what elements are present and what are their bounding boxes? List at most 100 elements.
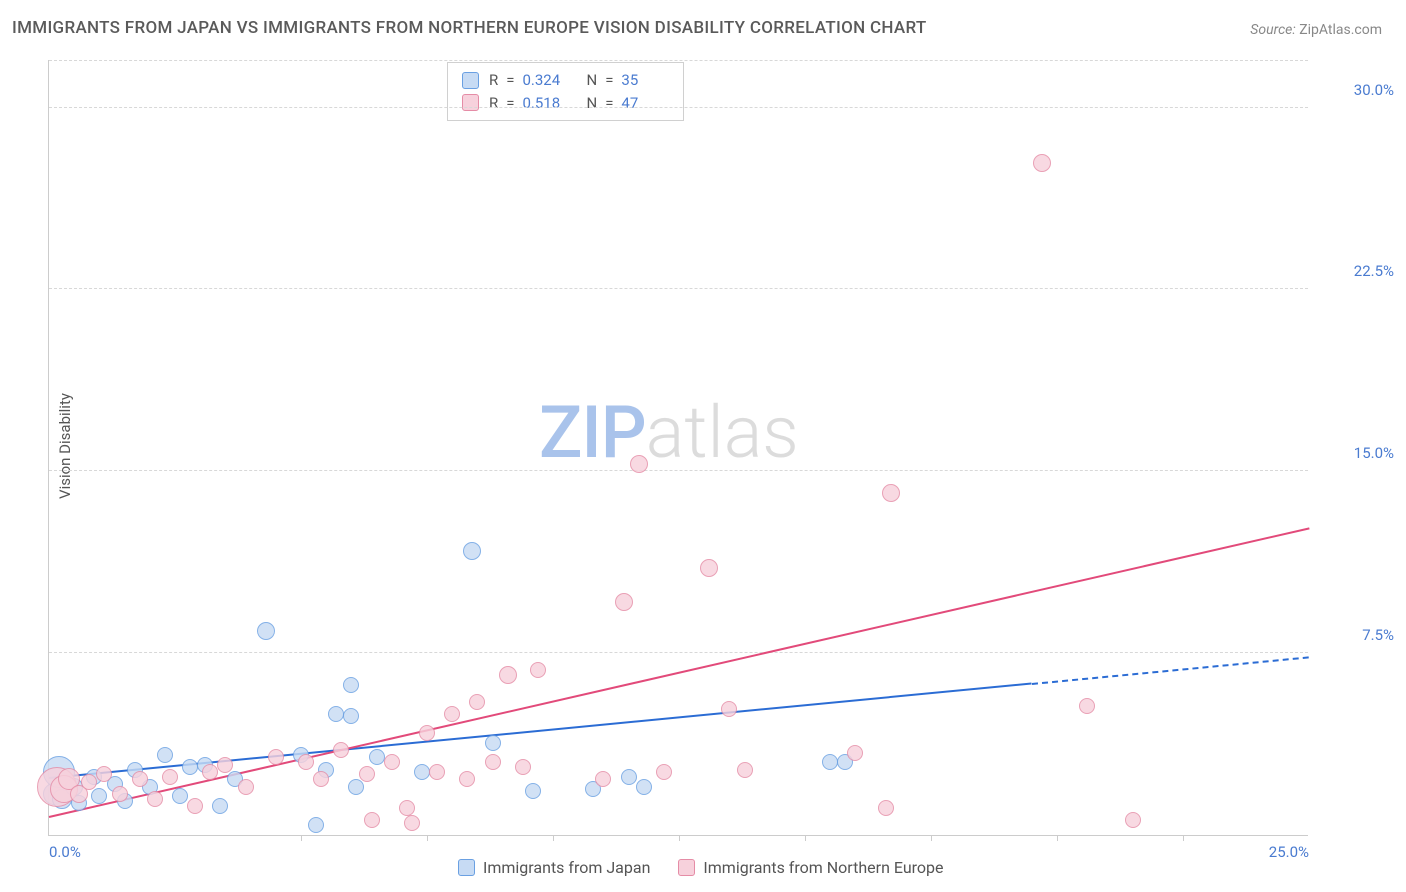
scatter-point <box>364 812 380 828</box>
legend-item: Immigrants from Northern Europe <box>678 858 943 877</box>
equals: = <box>506 69 514 92</box>
legend-label: Immigrants from Northern Europe <box>703 858 943 877</box>
scatter-point <box>172 788 188 804</box>
x-tick-mark <box>931 835 932 841</box>
stat-r-label: R <box>489 69 498 92</box>
stat-r-value: 0.518 <box>522 92 570 115</box>
trend-line <box>1032 656 1309 685</box>
stat-r-value: 0.324 <box>522 69 570 92</box>
scatter-point <box>404 815 420 831</box>
scatter-point <box>147 791 163 807</box>
y-tick-label: 7.5% <box>1314 626 1394 644</box>
scatter-point <box>515 759 531 775</box>
gridline-h <box>49 60 1308 61</box>
gridline-h <box>49 470 1308 471</box>
scatter-point <box>268 749 284 765</box>
scatter-point <box>328 706 344 722</box>
scatter-point <box>212 798 228 814</box>
stat-r-label: R <box>489 92 498 115</box>
scatter-point <box>112 786 128 802</box>
stats-legend-row: R = 0.324 N = 35 <box>462 69 669 92</box>
scatter-point <box>525 783 541 799</box>
scatter-point <box>81 774 97 790</box>
y-tick-label: 15.0% <box>1314 444 1394 462</box>
scatter-point <box>313 771 329 787</box>
scatter-point <box>257 622 275 640</box>
x-tick-mark <box>301 835 302 841</box>
scatter-point <box>384 754 400 770</box>
scatter-point <box>721 701 737 717</box>
scatter-point <box>530 662 546 678</box>
scatter-point <box>96 766 112 782</box>
scatter-point <box>308 817 324 833</box>
gridline-h <box>49 652 1308 653</box>
scatter-point <box>463 542 481 560</box>
scatter-point <box>656 764 672 780</box>
x-tick-label: 25.0% <box>1269 843 1309 861</box>
legend-swatch <box>458 859 475 876</box>
stat-n-label: N <box>586 92 597 115</box>
scatter-point <box>700 559 718 577</box>
x-tick-mark <box>1183 835 1184 841</box>
scatter-point <box>91 788 107 804</box>
source-label: Source: <box>1250 22 1295 38</box>
watermark: ZIPatlas <box>539 390 799 475</box>
legend-label: Immigrants from Japan <box>483 858 650 877</box>
scatter-point <box>882 484 900 502</box>
scatter-point <box>847 745 863 761</box>
scatter-point <box>343 677 359 693</box>
source-attribution: Source: ZipAtlas.com <box>1250 22 1382 38</box>
watermark-part2: atlas <box>646 390 799 475</box>
y-tick-label: 22.5% <box>1314 262 1394 280</box>
scatter-point <box>187 798 203 814</box>
x-tick-mark <box>553 835 554 841</box>
scatter-point <box>636 779 652 795</box>
scatter-point <box>202 764 218 780</box>
scatter-point <box>414 764 430 780</box>
equals: = <box>506 92 514 115</box>
scatter-point <box>737 762 753 778</box>
scatter-point <box>182 759 198 775</box>
y-tick-label: 30.0% <box>1314 81 1394 99</box>
series-legend: Immigrants from Japan Immigrants from Nor… <box>458 858 944 877</box>
scatter-point <box>630 455 648 473</box>
scatter-point <box>333 742 349 758</box>
scatter-plot-area: ZIPatlas R=0.324N=35R=0.518N=47 7.5%15.0… <box>48 60 1308 836</box>
scatter-point <box>1079 698 1095 714</box>
scatter-point <box>132 771 148 787</box>
scatter-point <box>1125 812 1141 828</box>
scatter-point <box>369 749 385 765</box>
x-tick-mark <box>679 835 680 841</box>
scatter-point <box>615 593 633 611</box>
legend-item: Immigrants from Japan <box>458 858 650 877</box>
source-value: ZipAtlas.com <box>1299 22 1382 38</box>
stats-legend-row: R = 0.518 N = 47 <box>462 92 669 115</box>
legend-swatch <box>462 94 479 111</box>
scatter-point <box>878 800 894 816</box>
scatter-point <box>499 666 517 684</box>
scatter-point <box>359 766 375 782</box>
legend-swatch <box>678 859 695 876</box>
equals: = <box>605 69 613 92</box>
equals: = <box>605 92 613 115</box>
scatter-point <box>621 769 637 785</box>
stat-n-value: 35 <box>621 69 669 92</box>
stat-n-label: N <box>586 69 597 92</box>
scatter-point <box>343 708 359 724</box>
scatter-point <box>298 754 314 770</box>
legend-swatch <box>462 72 479 89</box>
scatter-point <box>444 706 460 722</box>
scatter-point <box>157 747 173 763</box>
scatter-point <box>595 771 611 787</box>
scatter-point <box>429 764 445 780</box>
scatter-point <box>217 757 233 773</box>
scatter-point <box>419 725 435 741</box>
stats-legend-box: R = 0.324 N = 35 R = 0.518 N = 47 <box>447 62 684 121</box>
scatter-point <box>822 754 838 770</box>
stat-n-value: 47 <box>621 92 669 115</box>
x-tick-mark <box>805 835 806 841</box>
scatter-point <box>459 771 475 787</box>
scatter-point <box>469 694 485 710</box>
x-tick-mark <box>1057 835 1058 841</box>
gridline-h <box>49 288 1308 289</box>
